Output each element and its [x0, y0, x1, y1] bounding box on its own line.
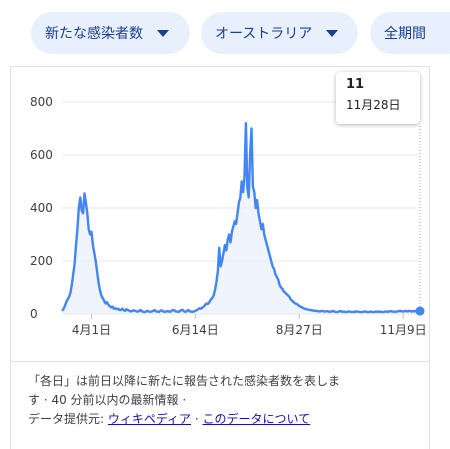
period-label: 全期間	[384, 26, 426, 42]
y-tick-label: 400	[30, 201, 53, 215]
y-tick-label: 0	[30, 307, 38, 321]
card-border-right	[429, 66, 430, 449]
selected-point	[415, 306, 425, 316]
metric-label: 新たな感染者数	[45, 26, 143, 42]
about-data-link[interactable]: このデータについて	[202, 412, 311, 426]
wikipedia-link[interactable]: ウィキペディア	[107, 412, 192, 426]
region-label: オーストラリア	[215, 26, 313, 42]
period-dropdown[interactable]: 全期間	[370, 12, 450, 54]
metric-dropdown[interactable]: 新たな感染者数	[31, 12, 190, 54]
tooltip-date: 11月28日	[346, 98, 401, 112]
y-tick-label: 600	[30, 148, 53, 162]
footer-note: 「各日」は前日以降に新たに報告された感染者数を表しま す · 40 分前以内の最…	[28, 372, 428, 429]
tooltip-value: 11	[346, 77, 365, 92]
x-axis-labels: 4月1日 6月14日 8月27日 11月9日	[72, 323, 427, 337]
series-area	[62, 123, 420, 314]
x-tick-label: 4月1日	[72, 323, 111, 337]
footer-source: データ提供元: ウィキペディア · このデータについて	[28, 410, 428, 429]
region-dropdown[interactable]: オーストラリア	[201, 12, 358, 54]
x-tick-label: 8月27日	[276, 323, 323, 337]
y-tick-label: 800	[30, 95, 53, 109]
source-label: データ提供元:	[28, 412, 105, 426]
x-tick-label: 6月14日	[172, 323, 219, 337]
separator: ·	[194, 412, 199, 426]
cases-chart[interactable]: 0 200 400 600 800 4月1日 6月14日 8月27日 11月9日	[0, 0, 450, 360]
y-tick-label: 200	[30, 254, 53, 268]
card-border-left	[10, 66, 11, 449]
footer-line-2: す · 40 分前以内の最新情報 ·	[28, 393, 187, 407]
divider	[10, 66, 430, 67]
chart-tooltip: 11 11月28日	[336, 72, 420, 124]
chart-series	[61, 121, 425, 316]
chevron-down-icon	[326, 29, 339, 37]
x-tick-label: 11月9日	[380, 323, 427, 337]
chevron-down-icon	[157, 29, 169, 37]
footer-divider	[10, 361, 430, 362]
y-axis-labels: 0 200 400 600 800	[30, 95, 53, 321]
footer-line-1: 「各日」は前日以降に新たに報告された感染者数を表しま	[28, 374, 341, 388]
series-line	[61, 121, 421, 314]
filter-bar: 新たな感染者数 オーストラリア 全期間	[0, 0, 450, 66]
